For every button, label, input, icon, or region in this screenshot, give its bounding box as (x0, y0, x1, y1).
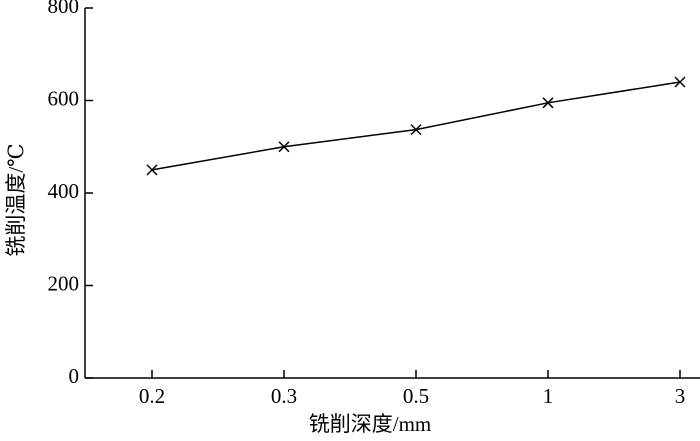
y-axis-label: 铣削温度/℃ (4, 143, 28, 256)
y-tick-label: 800 (48, 0, 80, 18)
data-marker (542, 97, 554, 109)
y-tick-label: 200 (48, 271, 80, 295)
y-tick-label: 400 (48, 179, 80, 203)
data-line (151, 81, 681, 171)
x-tick-label: 0.5 (403, 384, 429, 408)
data-marker (410, 124, 422, 136)
x-axis-label: 铣削深度/mm (309, 412, 432, 436)
x-tick-label: 1 (543, 384, 554, 408)
x-tick-label: 3 (675, 384, 686, 408)
x-tick-label: 0.3 (271, 384, 297, 408)
y-tick-label: 600 (48, 86, 80, 110)
data-marker (674, 76, 686, 88)
y-tick-label: 0 (69, 364, 80, 388)
data-marker (146, 164, 158, 176)
x-tick-label: 0.2 (139, 384, 165, 408)
data-marker (278, 141, 290, 153)
